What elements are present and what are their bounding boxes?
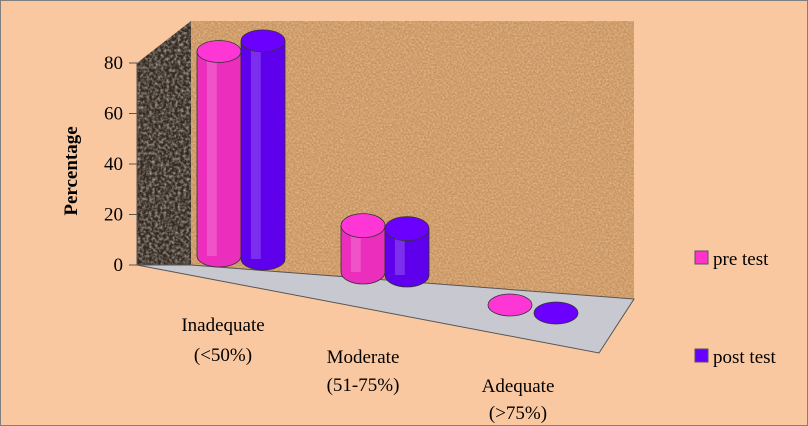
y-tick-label: 0	[114, 255, 124, 276]
category-label-moderate-range: (51-75%)	[327, 375, 400, 396]
y-tick-label: 40	[104, 154, 123, 175]
bar-post-test-0	[240, 29, 286, 271]
category-label-adequate: Adequate	[482, 376, 555, 397]
y-axis-title: Percentage	[61, 126, 82, 215]
category-label-inadequate: Inadequate	[181, 315, 264, 336]
bar-top	[340, 213, 386, 239]
y-tick-label: 60	[104, 104, 123, 125]
legend: pre test post test	[694, 249, 777, 368]
bar-top	[487, 293, 533, 317]
bar-highlight	[250, 40, 261, 260]
chart-floor	[136, 264, 635, 354]
y-tick-label: 20	[104, 205, 123, 226]
chart-back-wall	[191, 21, 634, 299]
bar-top	[196, 40, 242, 63]
legend-label-pre-test: pre test	[713, 249, 769, 270]
bar-highlight	[394, 228, 405, 275]
y-axis-ticks: 0 20 40 60 80	[104, 53, 137, 276]
bar-highlight	[350, 225, 361, 272]
bar-top	[533, 301, 579, 325]
bar-pre-test-1	[340, 213, 386, 285]
legend-label-post-test: post test	[713, 347, 777, 368]
y-tick-label: 80	[104, 53, 123, 74]
bars	[196, 29, 579, 325]
bar-top	[240, 29, 286, 53]
category-label-adequate-range: (>75%)	[489, 403, 547, 424]
legend-swatch-pre-test	[694, 250, 709, 265]
category-labels: Inadequate (<50%) Moderate (51-75%) Adeq…	[181, 315, 554, 424]
chart-side-wall	[137, 21, 191, 265]
bar-post-test-2	[533, 301, 579, 325]
bar-body	[196, 51, 242, 268]
bar-pre-test-2	[487, 293, 533, 317]
bar-body	[384, 228, 430, 288]
bar-top	[384, 216, 430, 242]
bar-highlight	[206, 51, 217, 256]
bar-pre-test-0	[196, 40, 242, 268]
bar-post-test-1	[384, 216, 430, 288]
category-label-moderate: Moderate	[327, 347, 400, 368]
legend-swatch-post-test	[694, 348, 709, 363]
category-label-inadequate-range: (<50%)	[194, 345, 252, 366]
bar-body	[240, 40, 286, 271]
